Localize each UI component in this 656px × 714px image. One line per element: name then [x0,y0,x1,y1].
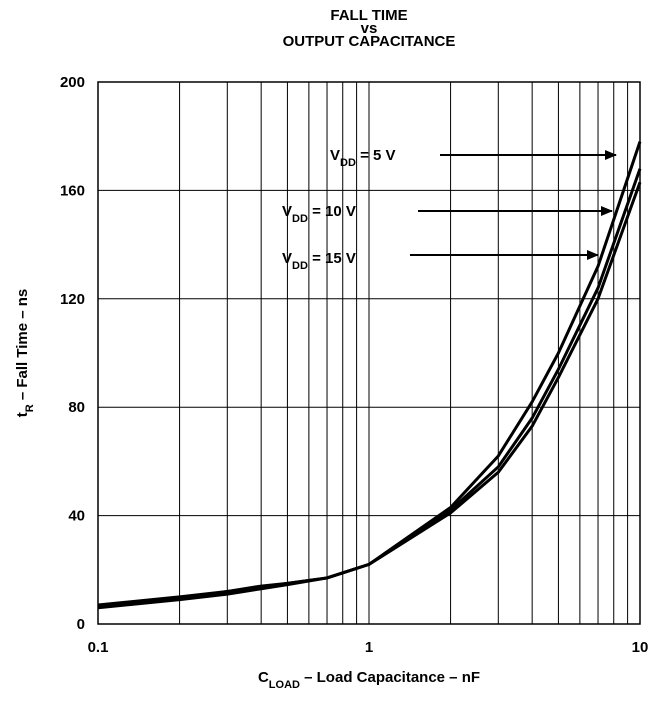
y-tick-label: 0 [77,616,85,633]
x-axis-label-main: C [258,669,269,686]
y-tick-label: 40 [68,508,85,525]
y-tick-label: 200 [60,74,85,91]
series-label-rest: = 15 V [308,250,356,267]
x-axis-label-sub: LOAD [269,679,300,691]
series-label-rest: = 10 V [308,203,356,220]
series-label: VDD = 10 V [282,203,356,225]
x-axis-label-rest: – Load Capacitance – nF [300,669,480,686]
series-label-rest: = 5 V [356,147,396,164]
chart-title: vs [361,20,378,37]
x-tick-label: 10 [632,639,649,656]
y-axis-label-sub: R [24,404,36,412]
series-label-main: V [282,203,292,220]
y-axis-label-rest: – Fall Time – ns [14,289,31,405]
y-tick-label: 120 [60,291,85,308]
y-axis-label-main: t [14,412,31,417]
series-label-sub: DD [292,213,308,225]
series-label-sub: DD [292,260,308,272]
line [97,181,642,610]
chart-title: OUTPUT CAPACITANCE [283,33,456,50]
y-tick-label: 160 [60,182,85,199]
y-tick-label: 80 [68,399,85,416]
series-label: VDD = 15 V [282,250,356,272]
series-label: VDD = 5 V [330,147,396,169]
chart-title: FALL TIME [330,7,407,24]
x-tick-label: 0.1 [88,639,109,656]
series-label-main: V [330,147,340,164]
series-label-sub: DD [340,157,356,169]
y-axis-label: tR – Fall Time – ns [14,289,36,418]
x-tick-label: 1 [365,639,373,656]
x-axis-label: CLOAD – Load Capacitance – nF [258,669,480,691]
series-label-main: V [282,250,292,267]
